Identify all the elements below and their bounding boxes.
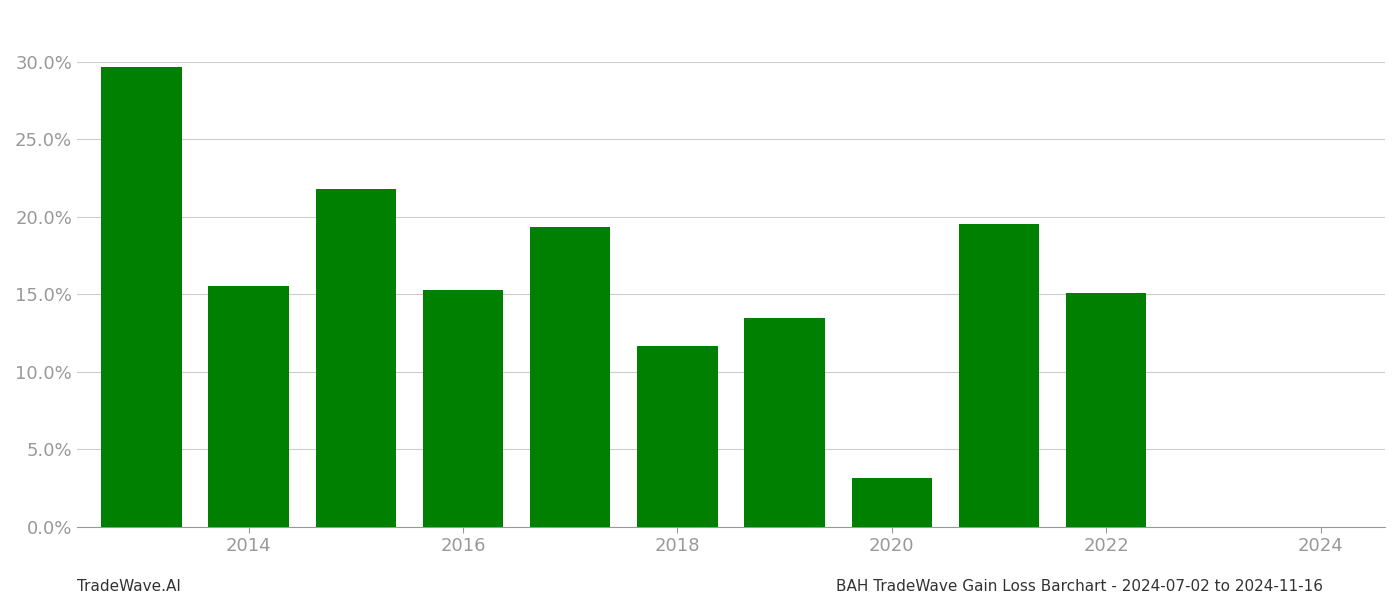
Bar	[745, 318, 825, 527]
Bar	[531, 227, 610, 527]
Bar	[209, 286, 288, 527]
Bar	[851, 478, 932, 527]
Text: BAH TradeWave Gain Loss Barchart - 2024-07-02 to 2024-11-16: BAH TradeWave Gain Loss Barchart - 2024-…	[836, 579, 1323, 594]
Bar	[101, 67, 182, 527]
Bar	[423, 290, 503, 527]
Bar	[959, 224, 1039, 527]
Bar	[315, 190, 396, 527]
Bar	[637, 346, 718, 527]
Text: TradeWave.AI: TradeWave.AI	[77, 579, 181, 594]
Bar	[1065, 293, 1147, 527]
